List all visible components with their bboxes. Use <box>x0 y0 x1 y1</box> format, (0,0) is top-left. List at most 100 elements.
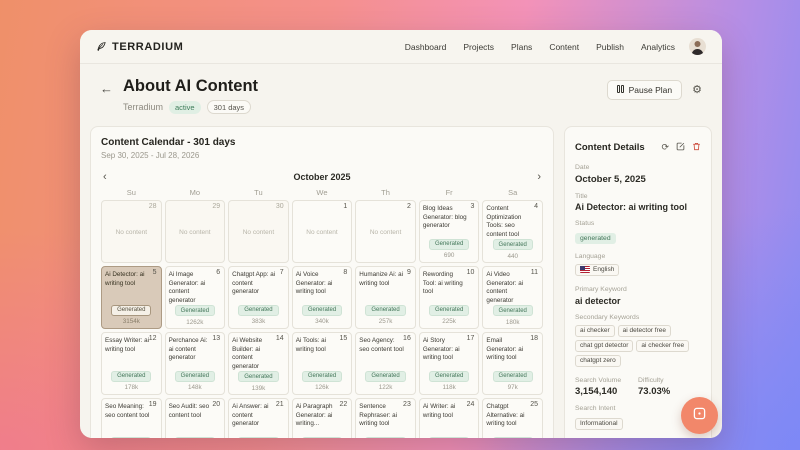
calendar-cell-13[interactable]: 13 Perchance Ai: ai content generator Gene… <box>164 332 226 395</box>
generated-badge: Generated <box>238 371 279 382</box>
fab-button[interactable] <box>681 397 718 434</box>
calendar-cell-11[interactable]: 11 Ai Video Generator: ai content generat… <box>482 266 543 329</box>
metrics-row: Search Volume 3,154,140 Difficulty 73.03… <box>575 369 701 398</box>
calendar-cell-23[interactable]: 23 Sentence Rephraser: ai writing tool Gen… <box>355 398 416 438</box>
details-title: Content Details <box>575 141 645 153</box>
day-number: 9 <box>406 269 411 276</box>
calendar-cell-3[interactable]: 3 Blog Ideas Generator: blog generator Gen… <box>418 200 480 263</box>
calendar-cell-9[interactable]: 9 Humanize Ai: ai writing tool Generated 25… <box>355 266 416 329</box>
cell-spacer <box>486 363 539 371</box>
details-actions: ⟳ <box>661 138 701 156</box>
next-month-icon[interactable]: › <box>537 171 541 183</box>
calendar-cell-25[interactable]: 25 Chatgpt Alternative: ai writing tool Ge… <box>482 398 543 438</box>
cell-spacer <box>359 354 412 371</box>
day-number: 30 <box>275 203 284 210</box>
cell-content-title: Sentence Rephraser: ai writing tool <box>359 403 398 427</box>
calendar-cell-8[interactable]: 8 Ai Voice Generator: ai writing tool Gene… <box>291 266 353 329</box>
refresh-icon[interactable]: ⟳ <box>661 141 669 152</box>
language-badge: English <box>575 263 620 276</box>
weekday-header: Su Mo Tu We Th Fr Sa <box>101 188 543 197</box>
us-flag-icon <box>580 266 590 273</box>
day-number: 28 <box>148 203 157 210</box>
no-content-label: No content <box>242 228 275 236</box>
weekday-th: Th <box>381 188 390 197</box>
calendar-cell-17[interactable]: 17 Ai Story Generator: ai writing tool Gen… <box>418 332 480 395</box>
day-number: 6 <box>216 269 221 276</box>
nav-item-content[interactable]: Content <box>549 41 580 52</box>
cell-content-title: Ai Image Generator: ai content generator <box>168 271 206 304</box>
cell-spacer <box>296 429 349 437</box>
nav-item-publish[interactable]: Publish <box>596 41 624 52</box>
search-volume: 139k <box>251 384 266 392</box>
calendar-cell-15[interactable]: 15 Ai Tools: ai writing tool Generated 126k <box>291 332 353 395</box>
generated-badge: Generated <box>174 305 216 316</box>
page-header: ← About AI Content Terradium active 301 … <box>80 64 722 126</box>
edit-icon[interactable] <box>676 138 685 156</box>
calendar-cell-12[interactable]: 12 Essay Writer: ai writing tool Generated… <box>101 332 162 395</box>
calendar-cell-7[interactable]: 7 Chatgpt App: ai content generator Genera… <box>228 266 289 329</box>
content-title-value: Ai Detector: ai writing tool <box>575 202 688 212</box>
gear-icon[interactable]: ⚙ <box>692 83 702 96</box>
cell-spacer <box>105 354 158 371</box>
search-volume: 148k <box>188 384 202 391</box>
cell-content-title: Ai Paragraph Generator: ai writing... <box>295 403 333 427</box>
calendar-cell-28[interactable]: 28 No content <box>101 200 162 263</box>
search-volume: 118k <box>442 384 456 391</box>
logo[interactable]: TERRADIUM <box>96 41 183 53</box>
no-content-label: No content <box>115 228 147 236</box>
search-volume: 440 <box>507 252 518 260</box>
pause-plan-label: Pause Plan <box>628 85 673 95</box>
weekday-fr: Fr <box>445 188 453 197</box>
day-number: 29 <box>212 203 221 210</box>
prev-month-icon[interactable]: ‹ <box>103 171 107 183</box>
day-number: 14 <box>275 335 284 342</box>
day-number: 20 <box>212 401 221 408</box>
calendar-cell-16[interactable]: 16 Seo Agency: seo content tool Generated 1… <box>355 332 416 395</box>
calendar-title: Content Calendar - 301 days <box>101 137 236 148</box>
title-label: Title <box>575 192 588 200</box>
search-volume-metric: Search Volume 3,154,140 <box>575 369 638 398</box>
no-content-label: No content <box>369 228 402 236</box>
cell-content-title: Ai Voice Generator: ai writing tool <box>295 271 333 295</box>
trash-icon[interactable] <box>692 138 701 156</box>
user-avatar[interactable] <box>689 38 706 55</box>
cell-spacer <box>423 231 476 239</box>
pause-plan-button[interactable]: Pause Plan <box>606 80 683 100</box>
generated-badge: Generated <box>111 436 152 438</box>
calendar-cell-10[interactable]: 10 Rewording Tool: ai writing tool Generat… <box>418 266 480 329</box>
nav-item-projects[interactable]: Projects <box>463 41 495 52</box>
generated-badge: Generated <box>428 238 470 250</box>
day-number: 15 <box>339 335 348 342</box>
calendar-cell-29[interactable]: 29 No content <box>164 200 226 263</box>
cell-content-title: Seo Agency: seo content tool <box>359 337 404 353</box>
calendar-cell-24[interactable]: 24 Ai Writer: ai writing tool Generated <box>418 398 480 438</box>
cell-spacer <box>296 297 349 305</box>
calendar-cell-4[interactable]: 4 Content Optimization Tools: seo content… <box>482 200 543 263</box>
cell-content-title: Content Optimization Tools: seo content … <box>486 205 522 238</box>
nav-item-analytics[interactable]: Analytics <box>640 41 675 52</box>
calendar-cell-30[interactable]: 30 No content <box>228 200 289 263</box>
day-number: 16 <box>403 335 411 342</box>
calendar-cell-5[interactable]: 5 Ai Detector: ai writing tool Generated 31… <box>101 266 162 329</box>
nav-item-dashboard[interactable]: Dashboard <box>404 41 447 52</box>
calendar-cell-21[interactable]: 21 Ai Answer: ai content generator Generat… <box>228 398 289 438</box>
app-window: TERRADIUM Dashboard Projects Plans Content P… <box>80 30 722 438</box>
calendar-cell-2[interactable]: 2 No content <box>355 200 416 263</box>
no-content-label: No content <box>179 228 211 236</box>
calendar-cell-22[interactable]: 22 Ai Paragraph Generator: ai writing... G… <box>291 398 353 438</box>
calendar-cell-18[interactable]: 18 Email Generator: ai writing tool Genera… <box>482 332 543 395</box>
calendar-cell-14[interactable]: 14 Ai Website Builder: ai content generat… <box>228 332 289 395</box>
back-arrow-icon[interactable]: ← <box>100 81 113 96</box>
nav-item-plans[interactable]: Plans <box>511 41 533 52</box>
day-number: 1 <box>343 203 348 210</box>
cell-content-title: Humanize Ai: ai writing tool <box>359 271 404 287</box>
day-number: 4 <box>534 203 538 210</box>
calendar-cell-6[interactable]: 6 Ai Image Generator: ai content generato… <box>164 266 226 329</box>
cell-content-title: Ai Story Generator: ai writing tool <box>422 337 460 361</box>
search-volume: 3154k <box>122 318 140 325</box>
day-number: 11 <box>530 269 538 276</box>
search-volume: 225k <box>442 318 456 325</box>
calendar-cell-1[interactable]: 1 No content <box>291 200 353 263</box>
